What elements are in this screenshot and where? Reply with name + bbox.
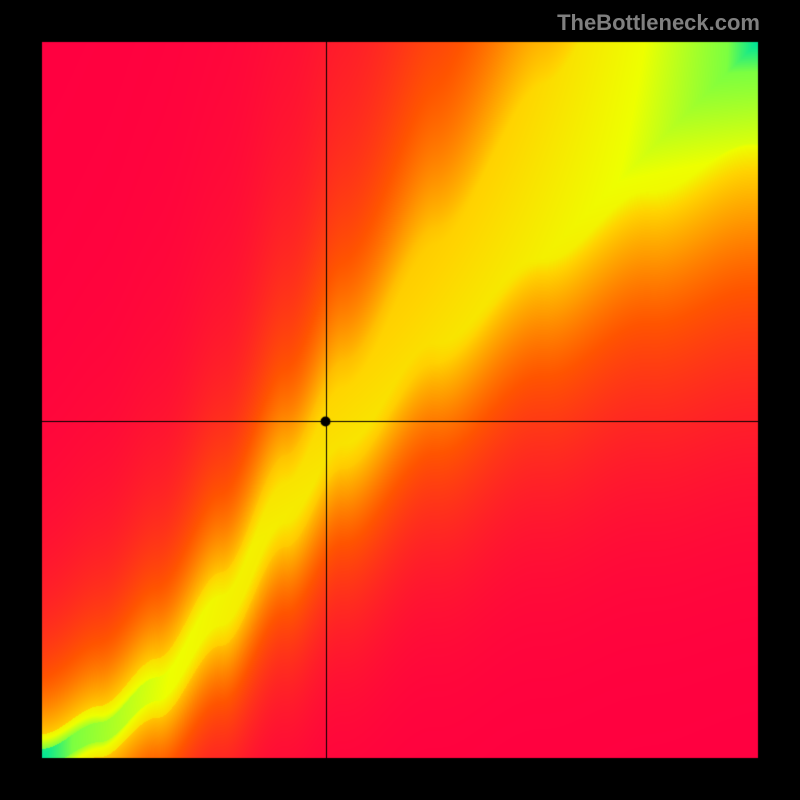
chart-container: TheBottleneck.com	[0, 0, 800, 800]
heatmap-canvas	[0, 0, 800, 800]
watermark-text: TheBottleneck.com	[557, 10, 760, 36]
